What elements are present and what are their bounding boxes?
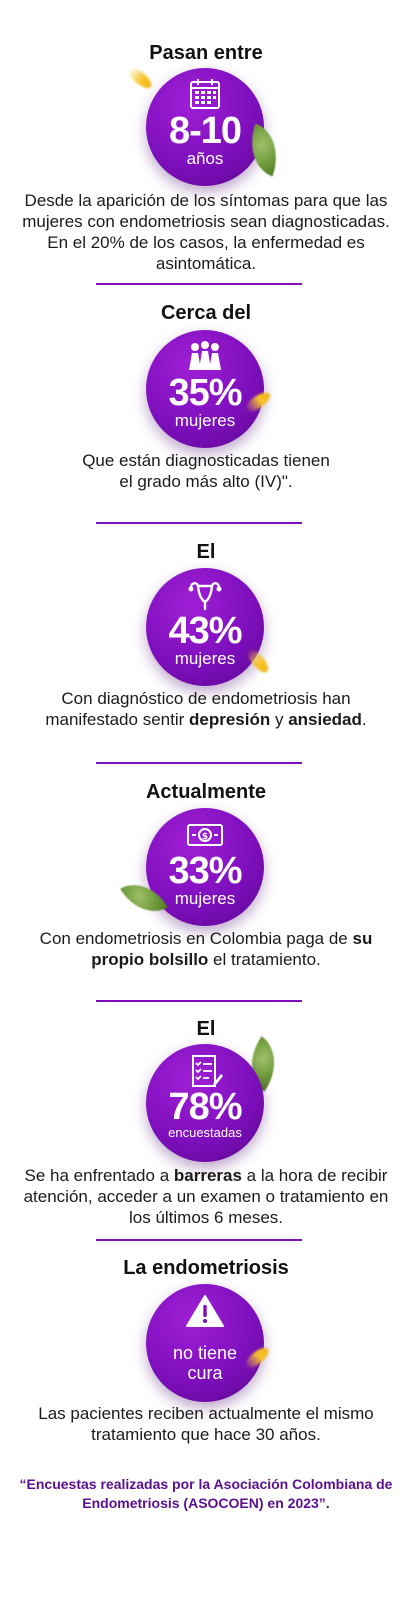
stat-value: 43%	[168, 610, 242, 652]
description-text: .	[361, 710, 367, 729]
stat-circle: 78% encuestadas	[146, 1044, 264, 1162]
stat-unit: mujeres	[174, 649, 236, 668]
section-1-heading: Pasan entre	[149, 42, 263, 64]
stat-circle: 8-10 años	[146, 68, 264, 186]
section-6-heading: La endometriosis	[123, 1257, 289, 1279]
section-5-heading: El	[196, 1018, 216, 1040]
description-line: Que están diagnosticadas tienen	[82, 451, 330, 470]
stat-value: 8-10	[168, 110, 242, 152]
section-4-description: Con endometriosis en Colombia paga de su…	[20, 928, 392, 970]
stat-circle: no tiene cura	[146, 1284, 264, 1402]
description-bold: ansiedad	[288, 710, 362, 729]
description-text: Se ha enfrentado a	[24, 1166, 174, 1185]
section-6-stat: no tiene cura	[0, 1284, 412, 1404]
divider	[96, 1000, 302, 1002]
divider	[96, 762, 302, 764]
women-group-icon	[189, 341, 221, 370]
stat-unit: años	[186, 149, 224, 168]
stat-value: 35%	[168, 372, 242, 414]
section-4-heading: Actualmente	[145, 781, 267, 803]
divider	[96, 1239, 302, 1241]
section-1-stat: 8-10 años	[0, 68, 412, 188]
svg-text:$: $	[202, 832, 208, 842]
stat-unit: mujeres	[174, 889, 236, 908]
uterus-icon	[188, 582, 222, 611]
calendar-icon	[190, 79, 220, 109]
section-3-description: Con diagnóstico de endometriosis han man…	[20, 688, 392, 730]
description-text: y	[270, 710, 289, 729]
warning-icon	[186, 1295, 224, 1327]
description-bold: su propio bolsillo	[91, 929, 373, 969]
section-2-stat: 35% mujeres	[0, 330, 412, 450]
section-1-description: Desde la aparición de los síntomas para …	[22, 191, 390, 273]
description-text: Con diagnóstico de endometriosis han man…	[45, 689, 351, 729]
section-5-description: Se ha enfrentado a barreras a la hora de…	[20, 1165, 392, 1228]
stat-value-line: no tiene	[172, 1343, 238, 1363]
stat-value: 33%	[168, 850, 242, 892]
divider	[96, 283, 302, 285]
checklist-icon	[192, 1055, 223, 1087]
description-text: a la hora de recibir atención, acceder a…	[23, 1166, 389, 1227]
source-footnote: “Encuestas realizadas por la Asociación …	[19, 1476, 393, 1511]
section-4-stat: $ 33% mujeres	[0, 808, 412, 928]
section-5-stat: 78% encuestadas	[0, 1044, 412, 1164]
stat-value: 78%	[168, 1086, 242, 1128]
section-2-description: Que están diagnosticadas tienen el grado…	[20, 450, 392, 492]
description-line: el grado más alto (IV)".	[119, 472, 293, 491]
section-3-stat: 43% mujeres	[0, 568, 412, 688]
section-6-description: Las pacientes reciben actualmente el mis…	[38, 1404, 374, 1444]
stat-circle: 35% mujeres	[146, 330, 264, 448]
stat-unit: encuestadas	[168, 1125, 242, 1140]
description-bold: barreras	[173, 1166, 242, 1185]
description-bold: depresión	[189, 710, 271, 729]
stat-circle: 43% mujeres	[146, 568, 264, 686]
section-2-heading: Cerca del	[160, 302, 252, 324]
divider	[96, 522, 302, 524]
stat-unit: mujeres	[174, 411, 236, 430]
stat-value-line: cura	[187, 1363, 223, 1383]
money-bill-icon: $	[187, 824, 223, 846]
description-text: Con endometriosis en Colombia paga de	[39, 929, 353, 948]
section-3-heading: El	[196, 541, 216, 563]
description-text: el tratamiento.	[208, 950, 321, 969]
